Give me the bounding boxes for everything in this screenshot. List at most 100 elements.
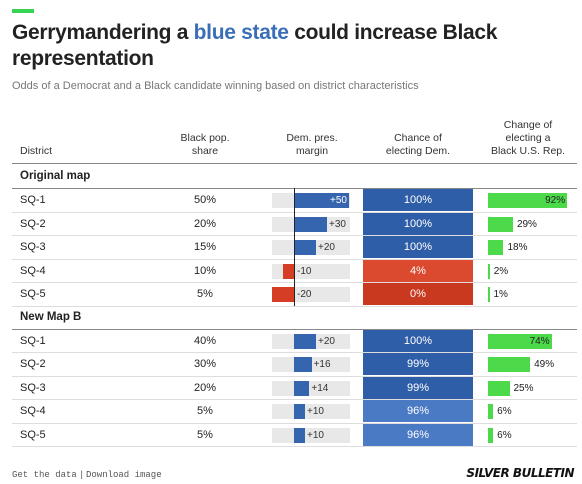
margin-bar	[294, 240, 316, 255]
black-odds-bar	[488, 193, 568, 208]
margin-label: +14	[311, 382, 329, 394]
black-odds-label: 2%	[493, 265, 509, 277]
margin-bg	[272, 380, 350, 396]
column-header: Chance of electing Dem.	[385, 132, 451, 157]
margin-bar	[294, 216, 327, 232]
black-odds-bar	[488, 263, 490, 279]
black-odds-label: 92%	[545, 195, 566, 206]
column-header: Change of electing a Black U.S. Rep.	[490, 119, 566, 157]
district: SQ-2	[20, 217, 46, 230]
black-odds-label: 6%	[497, 406, 512, 417]
black-odds-label: 49%	[534, 359, 555, 370]
black-odds-bar	[488, 404, 494, 419]
margin-label: -10	[297, 265, 312, 277]
district: SQ-4	[20, 264, 46, 277]
black-odds-bar	[488, 357, 531, 372]
black-odds-label: 25%	[513, 382, 534, 394]
margin-bar	[283, 263, 294, 279]
dem-odds-label: 99%	[406, 358, 430, 370]
column-header: District	[20, 145, 53, 157]
margin-bar	[294, 404, 305, 419]
black-share: 15%	[193, 241, 217, 253]
margin-bar	[294, 427, 305, 443]
margin-bar	[294, 380, 310, 396]
district: SQ-3	[20, 241, 46, 253]
title-highlight: blue state	[193, 21, 289, 44]
black-odds-bar	[488, 240, 504, 255]
dem-odds-label: 100%	[403, 194, 433, 206]
margin-bar	[294, 193, 349, 208]
dem-odds-cell	[363, 353, 473, 375]
margin-bar	[272, 287, 294, 302]
dem-odds-label: 100%	[403, 217, 433, 230]
dem-odds-label: 0%	[410, 288, 426, 300]
black-share: 5%	[197, 405, 213, 417]
footer-link[interactable]: Get the data	[12, 470, 77, 480]
column-header: Dem. pres. margin	[286, 132, 338, 157]
black-share: 40%	[193, 334, 217, 347]
margin-label: +20	[318, 335, 335, 347]
black-odds-label: 18%	[507, 242, 528, 253]
black-odds-label: 1%	[493, 289, 508, 300]
margin-bg	[272, 427, 350, 443]
group-label: New Map B	[20, 310, 82, 323]
row-rule	[12, 422, 577, 424]
dem-odds-cell	[363, 189, 473, 211]
footer-sep: |	[79, 470, 85, 480]
dem-odds-cell	[363, 283, 473, 305]
column-header: Black pop. share	[180, 132, 230, 157]
margin-label: +10	[307, 406, 324, 417]
dem-odds-label: 96%	[406, 428, 430, 441]
margin-bg	[272, 404, 350, 419]
black-share: 5%	[197, 288, 213, 300]
black-odds-bar	[488, 287, 490, 302]
district: SQ-4	[20, 405, 46, 417]
dem-odds-cell	[363, 423, 473, 446]
title-text: Gerrymandering a	[12, 21, 194, 44]
black-share: 5%	[197, 428, 213, 441]
margin-label: +30	[329, 218, 346, 230]
margin-label: +20	[318, 242, 335, 253]
accent-bar	[12, 9, 34, 13]
margin-label: +16	[313, 359, 331, 370]
margin-label: -20	[297, 289, 312, 300]
district: SQ-1	[20, 334, 46, 347]
subtitle: Odds of a Democrat and a Black candidate…	[12, 80, 419, 92]
group-rule	[12, 328, 577, 330]
district: SQ-5	[20, 428, 46, 441]
dem-odds-cell	[363, 329, 473, 352]
black-share: 20%	[193, 217, 217, 230]
dem-odds-label: 100%	[403, 334, 433, 347]
title: Gerrymandering a blue state could increa…	[12, 20, 572, 72]
dem-odds-cell	[363, 236, 473, 258]
margin-axis	[294, 188, 295, 306]
dem-odds-cell	[363, 376, 473, 399]
dem-odds-cell	[363, 400, 473, 422]
black-odds-bar	[488, 427, 494, 443]
row-rule	[12, 352, 577, 353]
district: SQ-5	[20, 288, 46, 300]
row-rule	[12, 305, 577, 307]
black-odds-bar	[488, 333, 552, 349]
district: SQ-2	[20, 358, 46, 370]
dem-odds-label: 96%	[406, 405, 430, 417]
footer-link[interactable]: Download image	[86, 470, 162, 480]
dem-odds-cell	[363, 212, 473, 235]
black-share: 10%	[193, 264, 217, 277]
row-rule	[12, 399, 577, 400]
black-share: 50%	[193, 194, 217, 206]
margin-bar	[294, 333, 316, 349]
row-rule	[12, 375, 577, 377]
title-text: could increase Black representation	[12, 21, 498, 70]
margin-label: +50	[330, 195, 347, 206]
black-odds-label: 29%	[516, 218, 537, 230]
black-odds-bar	[488, 380, 510, 396]
dem-odds-label: 100%	[403, 241, 433, 253]
black-share: 20%	[193, 381, 217, 394]
margin-bar	[294, 357, 312, 372]
logo: SILVER BULLETIN	[466, 466, 574, 480]
margin-label: +10	[307, 429, 324, 441]
dem-odds-label: 99%	[406, 381, 430, 394]
dem-odds-cell	[363, 259, 473, 282]
